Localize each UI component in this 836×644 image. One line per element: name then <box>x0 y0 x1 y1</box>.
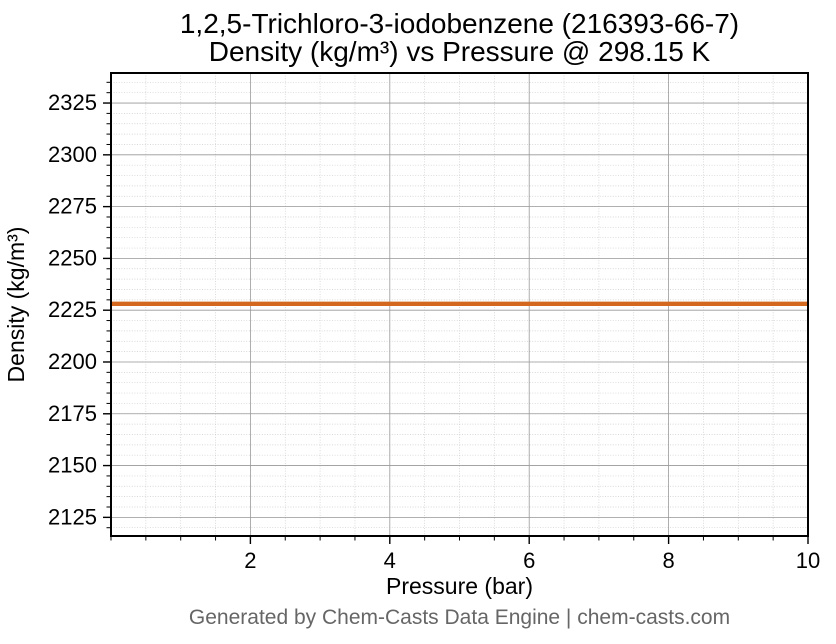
svg-text:2225: 2225 <box>48 297 97 322</box>
svg-text:Density (kg/m³): Density (kg/m³) <box>3 227 29 383</box>
svg-text:2: 2 <box>244 548 256 573</box>
svg-text:2300: 2300 <box>48 142 97 167</box>
svg-text:Density (kg/m³) vs Pressure @: Density (kg/m³) vs Pressure @ 298.15 K <box>209 36 711 67</box>
svg-text:Pressure (bar): Pressure (bar) <box>386 573 533 599</box>
svg-text:1,2,5-Trichloro-3-iodobenzene: 1,2,5-Trichloro-3-iodobenzene (216393-66… <box>180 8 739 39</box>
svg-text:8: 8 <box>662 548 674 573</box>
svg-text:2250: 2250 <box>48 245 97 270</box>
svg-text:4: 4 <box>384 548 396 573</box>
svg-text:10: 10 <box>796 548 820 573</box>
svg-text:2200: 2200 <box>48 349 97 374</box>
svg-text:2275: 2275 <box>48 194 97 219</box>
svg-text:2125: 2125 <box>48 504 97 529</box>
svg-text:2325: 2325 <box>48 90 97 115</box>
svg-text:2150: 2150 <box>48 453 97 478</box>
svg-text:2175: 2175 <box>48 401 97 426</box>
svg-text:6: 6 <box>523 548 535 573</box>
svg-text:Generated by Chem-Casts Data E: Generated by Chem-Casts Data Engine | ch… <box>189 606 730 629</box>
